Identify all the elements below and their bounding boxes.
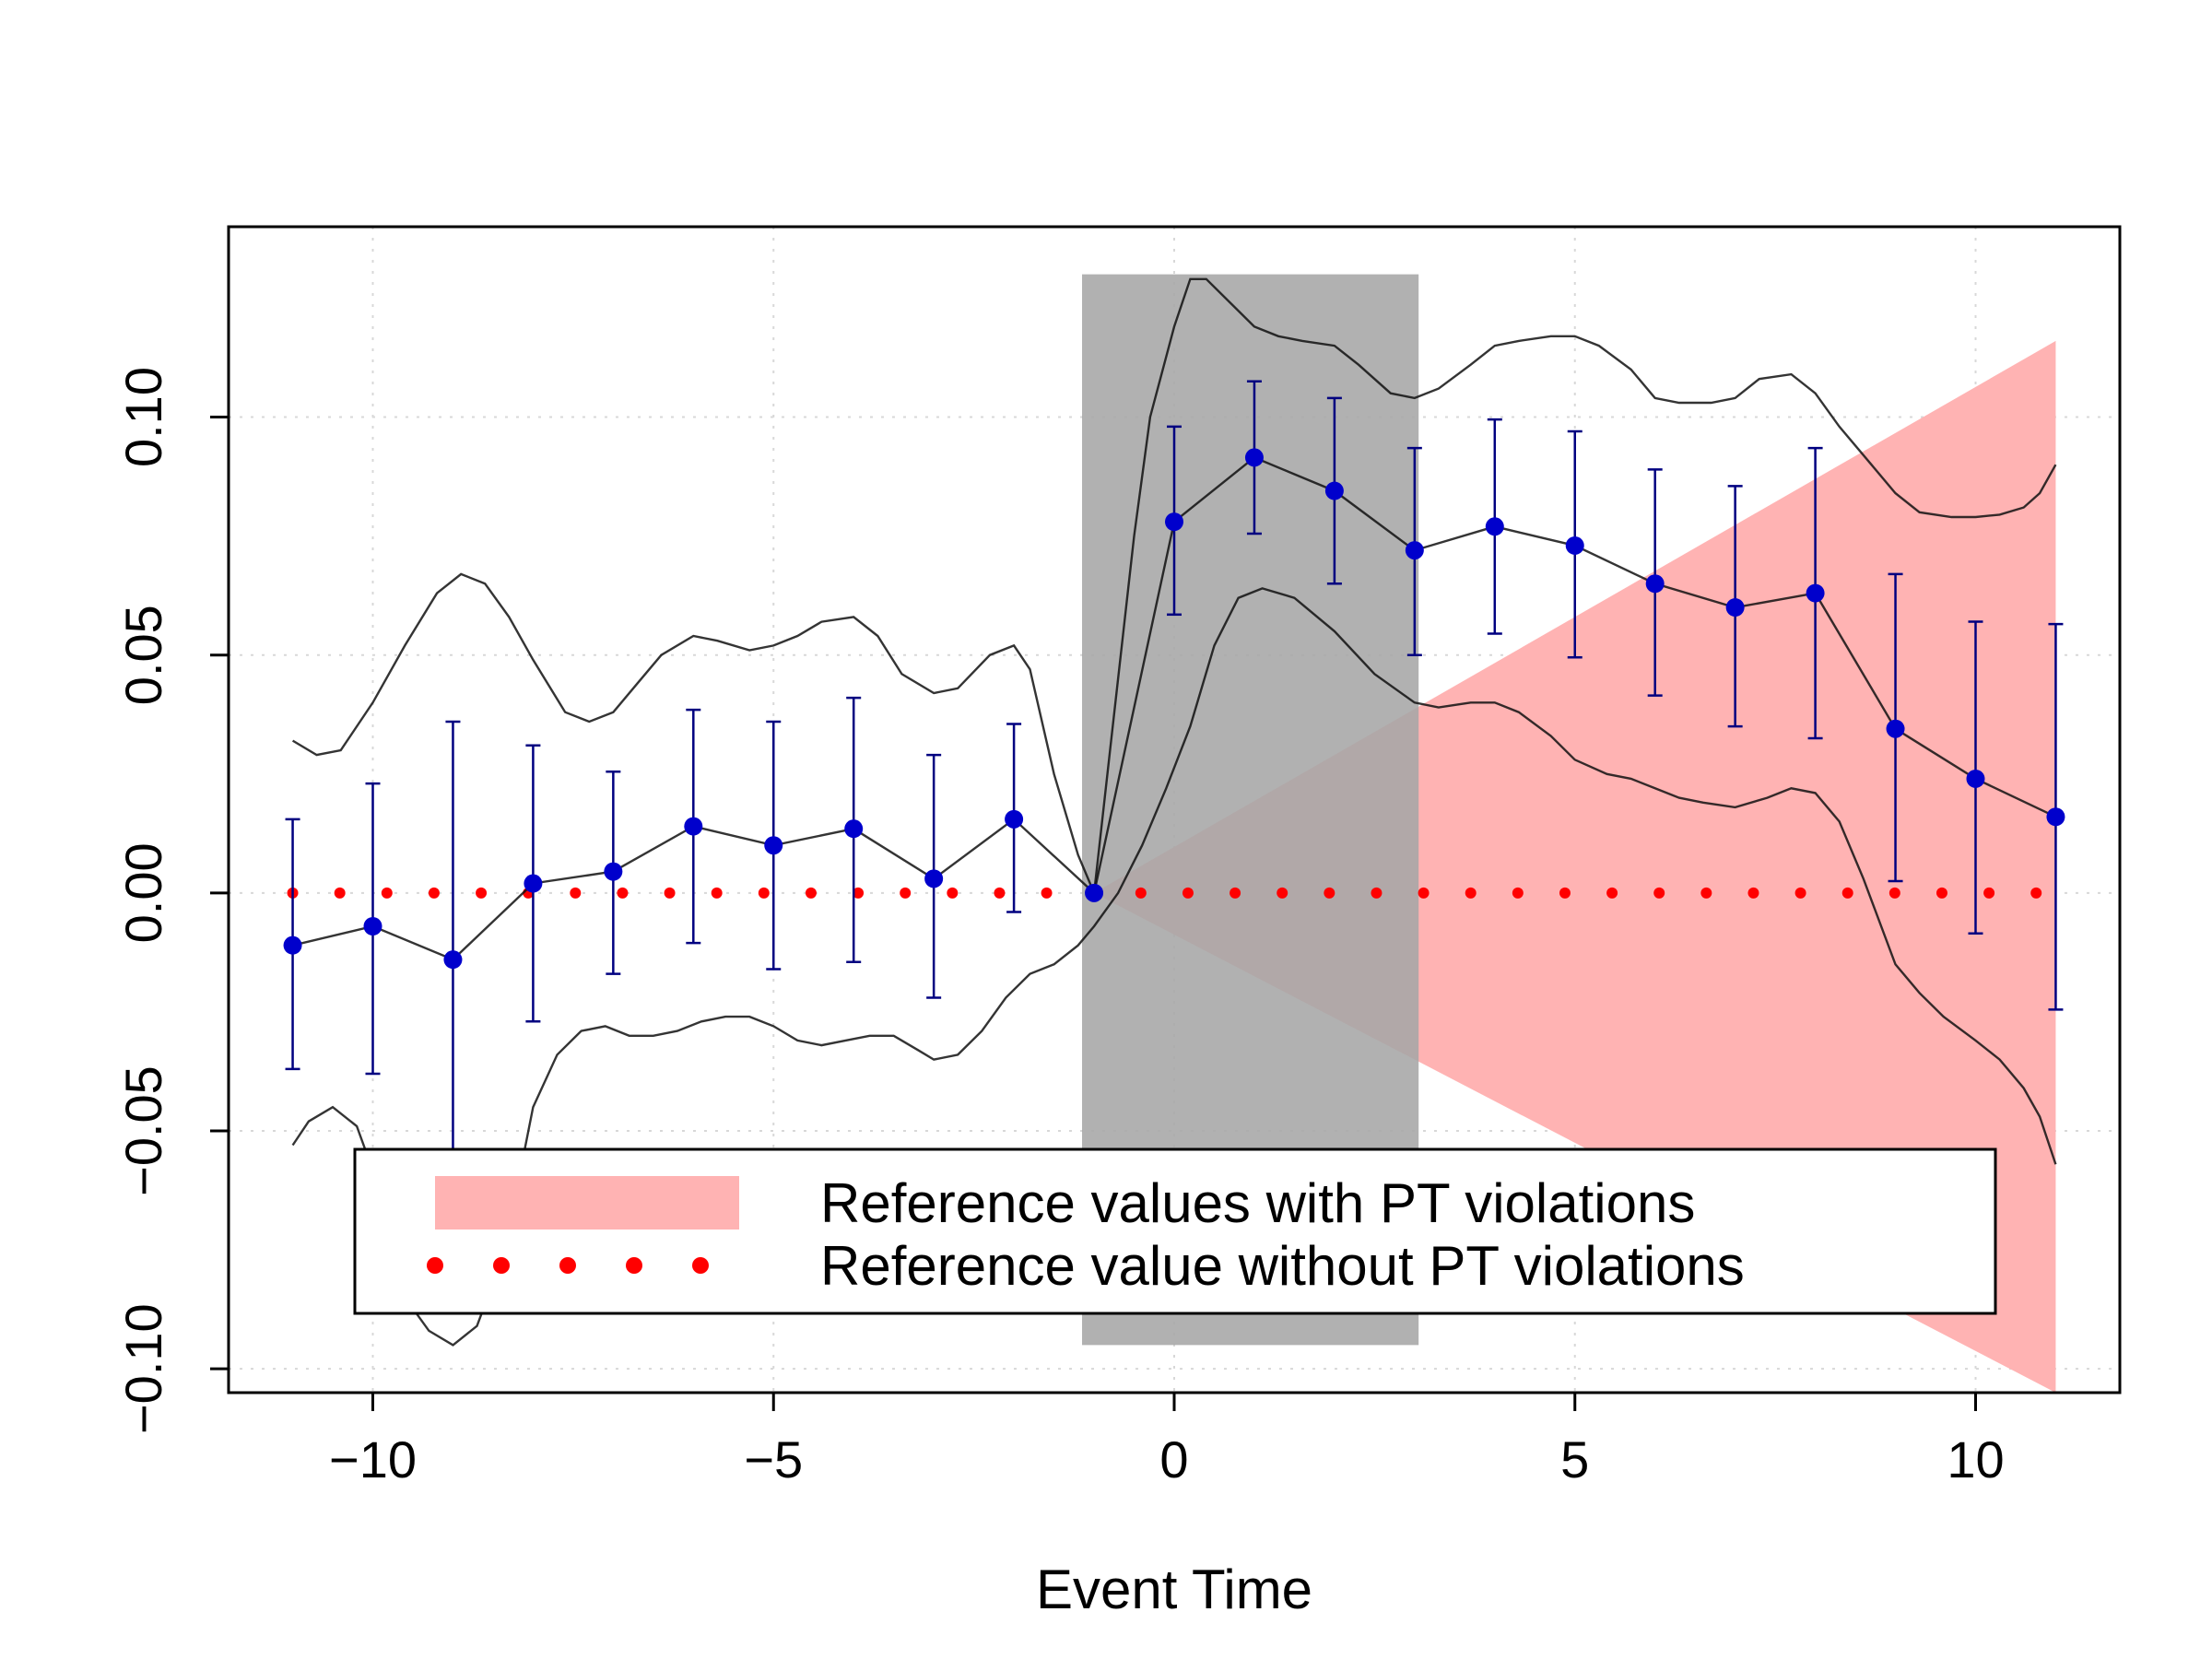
reference-dot-27 — [1559, 887, 1571, 899]
estimate-points — [283, 448, 2065, 970]
estimate-point-0 — [283, 935, 302, 955]
legend-dot-1 — [493, 1257, 510, 1274]
estimate-point-8 — [924, 869, 944, 888]
reference-dot-3 — [428, 887, 440, 899]
reference-dot-18 — [1135, 887, 1147, 899]
estimate-point-5 — [684, 817, 703, 836]
estimate-point-18 — [1725, 598, 1745, 618]
y-tick-label-0: −0.10 — [114, 1303, 172, 1434]
y-tick-label-4: 0.10 — [114, 367, 172, 467]
estimate-point-16 — [1565, 535, 1584, 555]
estimate-point-3 — [524, 874, 543, 893]
reference-dots — [287, 887, 2042, 899]
estimate-point-20 — [1886, 719, 1905, 738]
legend-label-no-pt-violations: Reference value without PT violations — [820, 1235, 1745, 1297]
estimate-point-7 — [844, 819, 864, 839]
legend-dots-swatch — [427, 1257, 709, 1274]
reference-dot-6 — [570, 887, 582, 899]
estimate-point-11 — [1165, 512, 1183, 532]
reference-dot-34 — [1888, 887, 1900, 899]
y-tick-label-2: 0.00 — [114, 842, 172, 943]
estimate-point-4 — [604, 862, 623, 881]
estimate-point-1 — [363, 917, 382, 935]
reference-dot-32 — [1794, 887, 1806, 899]
legend-dot-4 — [692, 1257, 709, 1274]
reference-dot-37 — [2030, 887, 2042, 899]
x-tick-label-2: 0 — [1159, 1430, 1188, 1488]
reference-dot-30 — [1700, 887, 1712, 899]
estimate-point-17 — [1645, 574, 1665, 594]
estimate-point-10 — [1085, 883, 1104, 902]
estimate-point-14 — [1405, 541, 1424, 560]
legend: Reference values with PT violations Refe… — [353, 1147, 1997, 1315]
reference-dot-13 — [900, 887, 912, 899]
x-axis: −10 −5 0 5 10 — [329, 1393, 2005, 1488]
legend-dot-3 — [626, 1257, 642, 1274]
y-axis: −0.10 −0.05 0.00 0.05 0.10 — [114, 367, 229, 1434]
reference-dot-12 — [853, 887, 865, 899]
y-tick-label-1: −0.05 — [114, 1065, 172, 1196]
x-tick-label-3: 5 — [1560, 1430, 1589, 1488]
reference-dot-33 — [1841, 887, 1853, 899]
estimate-point-19 — [1806, 583, 1825, 603]
x-tick-label-4: 10 — [1947, 1430, 2004, 1488]
reference-dot-31 — [1747, 887, 1759, 899]
legend-dot-2 — [559, 1257, 576, 1274]
reference-dot-15 — [994, 887, 1006, 899]
reference-dot-23 — [1371, 887, 1382, 899]
reference-dot-25 — [1465, 887, 1477, 899]
reference-dot-16 — [1041, 887, 1053, 899]
legend-label-pt-violations: Reference values with PT violations — [820, 1172, 1695, 1234]
reference-dot-26 — [1512, 887, 1524, 899]
estimate-point-6 — [764, 836, 783, 855]
reference-dot-10 — [758, 887, 770, 899]
reference-dot-22 — [1324, 887, 1335, 899]
estimate-point-21 — [1966, 769, 1985, 788]
reference-dot-19 — [1182, 887, 1194, 899]
reference-dot-35 — [1936, 887, 1947, 899]
x-tick-label-1: −5 — [744, 1430, 803, 1488]
curve-upper_band — [291, 277, 2057, 898]
reference-dot-29 — [1653, 887, 1665, 899]
reference-dot-28 — [1606, 887, 1618, 899]
estimate-point-22 — [2046, 807, 2065, 827]
reference-dot-1 — [334, 887, 346, 899]
x-axis-title: Event Time — [1036, 1559, 1312, 1620]
estimate-point-9 — [1005, 809, 1024, 829]
reference-dot-2 — [381, 887, 393, 899]
estimate-point-12 — [1244, 448, 1264, 467]
curve-lower_band — [291, 587, 2057, 1347]
reference-dot-21 — [1277, 887, 1288, 899]
reference-dot-11 — [805, 887, 817, 899]
reference-dot-14 — [947, 887, 959, 899]
reference-dot-24 — [1418, 887, 1430, 899]
x-tick-label-0: −10 — [329, 1430, 417, 1488]
estimate-point-15 — [1485, 517, 1504, 536]
estimate-point-13 — [1324, 481, 1344, 500]
y-tick-label-3: 0.05 — [114, 605, 172, 705]
legend-dot-0 — [427, 1257, 443, 1274]
reference-dot-36 — [1983, 887, 1995, 899]
reference-dot-4 — [476, 887, 488, 899]
reference-dot-20 — [1230, 887, 1241, 899]
reference-dot-7 — [617, 887, 629, 899]
reference-dot-8 — [664, 887, 676, 899]
estimate-point-2 — [443, 950, 463, 970]
reference-dot-9 — [711, 887, 723, 899]
legend-band-swatch — [435, 1176, 739, 1230]
